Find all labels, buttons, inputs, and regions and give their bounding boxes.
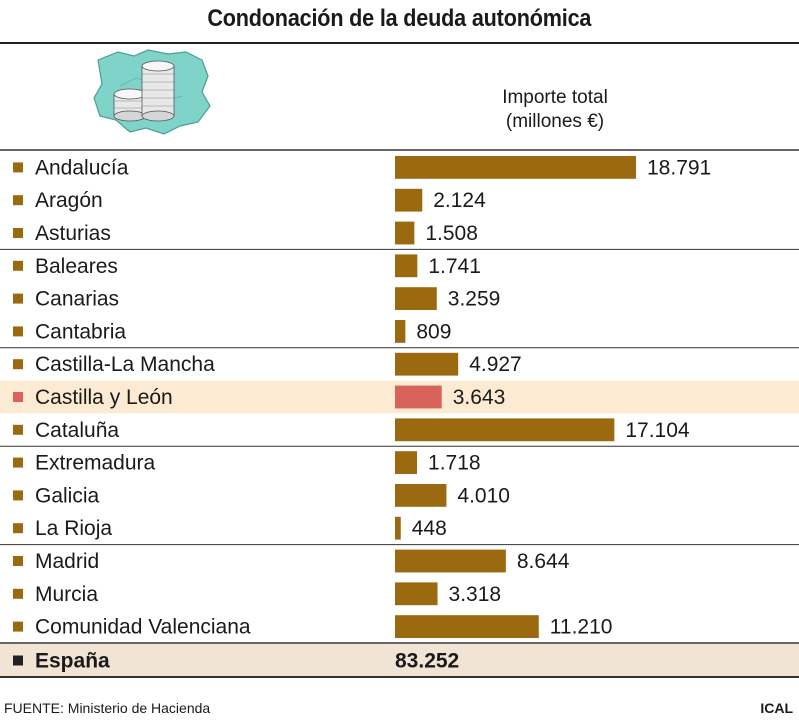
- row-marker: [13, 392, 23, 402]
- value-label: 1.718: [428, 452, 481, 475]
- value-label: 17.104: [625, 419, 690, 442]
- row-marker: [13, 457, 23, 468]
- category-label: Galicia: [35, 484, 100, 507]
- bar: [395, 549, 506, 573]
- row-marker: [13, 195, 23, 206]
- title-bar: Condonación de la deuda autonómica: [0, 0, 799, 44]
- castilla-leon-map-icon: [93, 49, 211, 135]
- total-label: España: [35, 650, 110, 673]
- bar: [395, 287, 437, 310]
- value-label: 3.259: [448, 288, 501, 311]
- bar: [395, 615, 539, 638]
- value-label: 2.124: [433, 189, 486, 212]
- row-marker: [13, 588, 23, 599]
- value-label: 11.210: [550, 616, 613, 639]
- value-label: 1.741: [428, 255, 481, 278]
- bar: [395, 188, 423, 212]
- category-label: Asturias: [35, 222, 111, 245]
- total-marker: [13, 655, 23, 666]
- category-label: Baleares: [35, 255, 118, 278]
- bar: [395, 451, 418, 474]
- row-marker: [13, 293, 23, 304]
- bar: [395, 385, 442, 409]
- bar: [395, 254, 418, 278]
- category-label: Aragón: [35, 189, 103, 212]
- category-label: Castilla-La Mancha: [35, 353, 215, 376]
- row-marker: [13, 424, 23, 435]
- total-value: 83.252: [395, 650, 459, 673]
- category-label: Andalucía: [35, 156, 129, 179]
- source-note: FUENTE: Ministerio de Hacienda: [4, 700, 211, 716]
- category-label: Canarias: [35, 288, 119, 311]
- bar: [395, 221, 415, 245]
- bar-chart: Andalucía 18.791 Aragón 2.124 Asturias 1.508 B…: [0, 149, 799, 678]
- bar: [395, 156, 636, 179]
- category-label: Cataluña: [35, 419, 119, 442]
- row-marker: [13, 162, 23, 173]
- value-label: 809: [416, 320, 451, 343]
- row-marker: [13, 326, 23, 337]
- row-marker: [13, 556, 23, 566]
- column-header-line2: (millones €): [505, 111, 605, 132]
- bar: [395, 516, 401, 540]
- row-marker: [13, 228, 23, 238]
- chart-title: Condonación de la deuda autonómica: [207, 5, 592, 32]
- value-label: 1.508: [425, 222, 478, 245]
- row-marker: [13, 621, 23, 632]
- row-marker: [13, 359, 23, 370]
- value-label: 4.927: [469, 353, 522, 376]
- category-label: Murcia: [35, 583, 98, 606]
- row-marker: [13, 490, 23, 501]
- bar: [395, 418, 615, 442]
- total-row-bg: [0, 644, 799, 677]
- column-header-line1: Importe total: [502, 87, 608, 108]
- row-marker: [13, 523, 23, 534]
- category-label: Comunidad Valenciana: [35, 616, 251, 639]
- value-label: 3.318: [449, 583, 502, 606]
- bar: [395, 352, 459, 376]
- value-label: 8.644: [517, 550, 570, 573]
- bar: [395, 582, 438, 606]
- row-marker: [13, 260, 23, 271]
- value-label: 448: [412, 517, 447, 540]
- category-label: Extremadura: [35, 452, 156, 475]
- category-label: La Rioja: [35, 517, 112, 540]
- bar: [395, 484, 447, 507]
- value-label: 3.643: [453, 386, 506, 409]
- coin-stack-icon: [113, 60, 175, 122]
- bar: [395, 320, 406, 343]
- category-label: Cantabria: [35, 320, 126, 343]
- category-label: Castilla y León: [35, 386, 173, 409]
- value-label: 18.791: [647, 156, 711, 179]
- column-header: Importe total (millones €): [480, 86, 630, 134]
- category-label: Madrid: [35, 550, 99, 573]
- credit-label: ICAL: [760, 700, 793, 716]
- value-label: 4.010: [457, 484, 510, 507]
